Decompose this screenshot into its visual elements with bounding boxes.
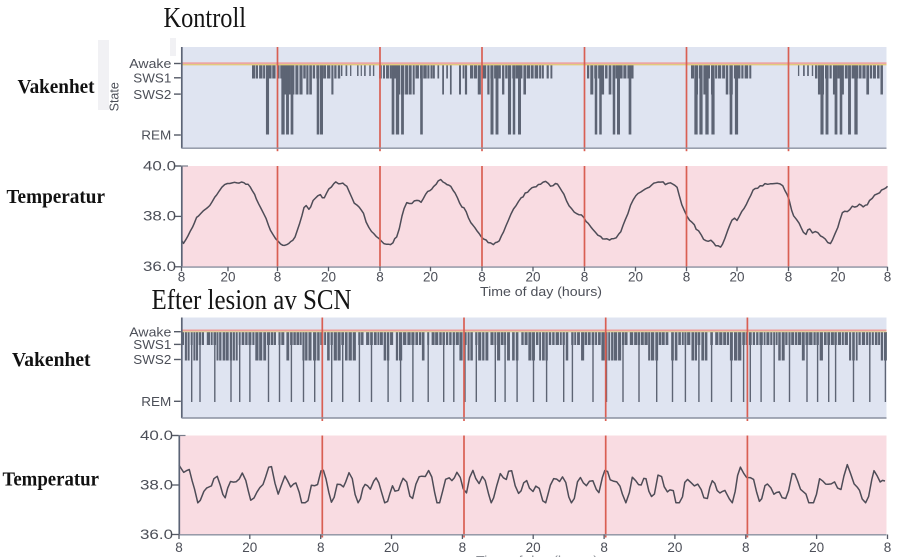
svg-text:8: 8 bbox=[178, 270, 186, 285]
svg-text:20: 20 bbox=[423, 270, 438, 285]
svg-text:SWS2: SWS2 bbox=[133, 352, 171, 367]
svg-text:Temperatur: Temperatur bbox=[3, 469, 100, 491]
svg-text:Vakenhet: Vakenhet bbox=[12, 350, 91, 371]
svg-text:20: 20 bbox=[729, 270, 744, 285]
svg-text:38.0: 38.0 bbox=[143, 209, 176, 224]
svg-text:Kontroll: Kontroll bbox=[164, 3, 247, 34]
svg-text:40.0: 40.0 bbox=[143, 158, 176, 173]
svg-text:20: 20 bbox=[321, 270, 336, 285]
svg-text:Awake: Awake bbox=[129, 56, 171, 71]
svg-text:REM: REM bbox=[141, 394, 171, 409]
svg-text:8: 8 bbox=[785, 270, 793, 285]
svg-text:8: 8 bbox=[317, 540, 325, 555]
svg-text:Time of day (hours): Time of day (hours) bbox=[480, 284, 602, 299]
svg-text:20: 20 bbox=[628, 270, 643, 285]
svg-text:Efter lesion av SCN: Efter lesion av SCN bbox=[152, 285, 352, 316]
svg-text:8: 8 bbox=[683, 270, 691, 285]
svg-text:20: 20 bbox=[242, 540, 257, 555]
svg-text:20: 20 bbox=[384, 540, 399, 555]
svg-text:20: 20 bbox=[526, 540, 541, 555]
svg-text:SWS1: SWS1 bbox=[133, 71, 171, 86]
svg-text:8: 8 bbox=[175, 540, 183, 555]
svg-text:State: State bbox=[108, 82, 122, 111]
svg-text:8: 8 bbox=[478, 270, 486, 285]
svg-text:Awake: Awake bbox=[129, 324, 171, 339]
svg-text:20: 20 bbox=[525, 270, 540, 285]
svg-text:20: 20 bbox=[667, 540, 682, 555]
svg-text:8: 8 bbox=[459, 540, 467, 555]
svg-text:20: 20 bbox=[220, 270, 235, 285]
svg-text:REM: REM bbox=[141, 128, 171, 143]
svg-text:8: 8 bbox=[884, 540, 892, 555]
svg-text:Time of day (hours): Time of day (hours) bbox=[476, 553, 598, 557]
svg-text:8: 8 bbox=[884, 270, 892, 285]
svg-text:8: 8 bbox=[581, 270, 589, 285]
svg-text:36.0: 36.0 bbox=[143, 259, 176, 274]
svg-text:Vakenhet: Vakenhet bbox=[18, 76, 95, 98]
svg-text:36.0: 36.0 bbox=[140, 527, 173, 542]
svg-text:20: 20 bbox=[830, 270, 845, 285]
svg-text:SWS2: SWS2 bbox=[133, 87, 171, 102]
svg-text:38.0: 38.0 bbox=[140, 477, 173, 492]
svg-text:8: 8 bbox=[376, 270, 384, 285]
svg-text:8: 8 bbox=[274, 270, 282, 285]
svg-text:8: 8 bbox=[742, 540, 750, 555]
svg-text:SWS1: SWS1 bbox=[133, 337, 171, 352]
svg-text:Temperatur: Temperatur bbox=[7, 186, 106, 208]
svg-text:20: 20 bbox=[809, 540, 824, 555]
svg-text:40.0: 40.0 bbox=[140, 428, 173, 443]
svg-text:8: 8 bbox=[600, 540, 608, 555]
